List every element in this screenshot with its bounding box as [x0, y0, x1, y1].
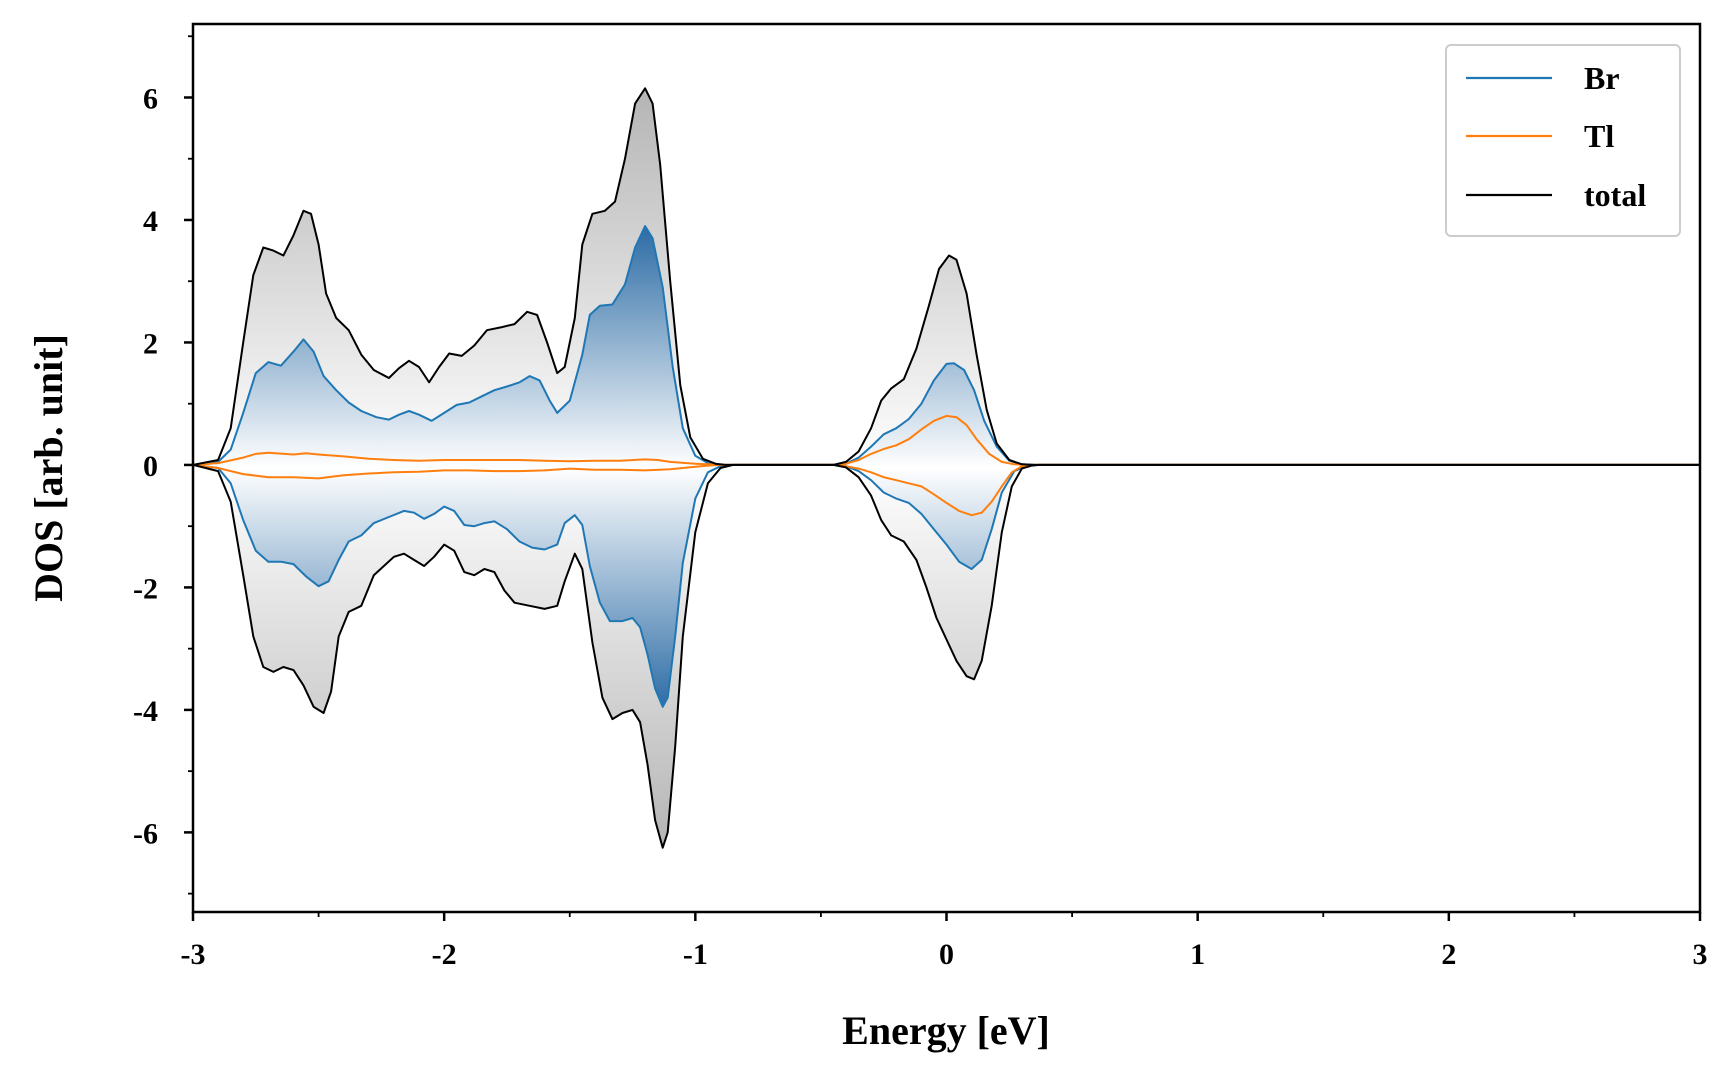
total-line-spin-up	[193, 87, 1700, 466]
y-tick-label: 0	[143, 450, 158, 483]
br-fill-spin-down	[193, 464, 1700, 707]
x-axis-title: Energy [eV]	[842, 1008, 1050, 1053]
y-tick-label: 2	[143, 327, 158, 360]
y-tick-label: 4	[143, 205, 158, 238]
plot-area	[193, 87, 1700, 849]
total-fill-spin-up	[193, 88, 1700, 465]
total-fill-spin-down	[193, 464, 1700, 848]
y-tick-label: -6	[133, 817, 158, 850]
y-axis-title: DOS [arb. unit]	[26, 334, 71, 602]
tl-line-spin-down	[193, 463, 1700, 517]
x-tick-label: 0	[939, 938, 954, 971]
legend-label-tl: Tl	[1584, 118, 1614, 154]
br-line-spin-up	[193, 225, 1700, 466]
legend-box	[1445, 44, 1681, 237]
x-tick-label: -2	[432, 938, 457, 971]
legend: Br Tl total	[1445, 44, 1681, 237]
y-tick-label: 6	[143, 82, 158, 115]
legend-label-br: Br	[1584, 60, 1620, 96]
x-tick-label: 1	[1190, 938, 1205, 971]
total-line-spin-down	[193, 463, 1700, 849]
legend-label-total: total	[1584, 177, 1646, 213]
x-tick-label: -3	[181, 938, 206, 971]
tl-line-spin-up	[193, 414, 1700, 466]
y-tick-label: -4	[133, 695, 158, 728]
br-fill-spin-up	[193, 226, 1700, 465]
br-line-spin-down	[193, 463, 1700, 708]
y-tick-label: -2	[133, 572, 158, 605]
axes: -3 -2 -1 0 1 2 3 -6 -4 -2 0 2 4 6	[133, 35, 1708, 971]
x-tick-label: 2	[1441, 938, 1456, 971]
x-tick-label: -1	[683, 938, 708, 971]
x-tick-label: 3	[1693, 938, 1708, 971]
